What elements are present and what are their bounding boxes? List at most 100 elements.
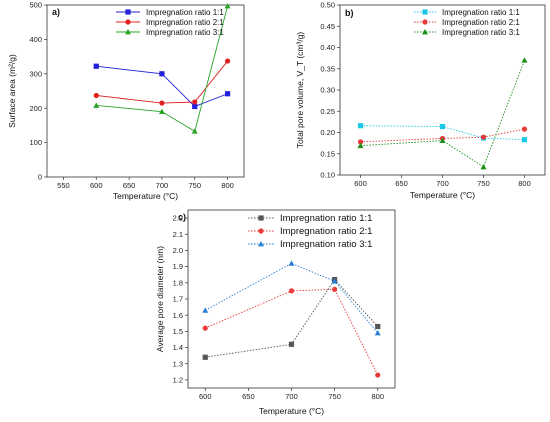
y-tick-label: 0.45: [320, 22, 335, 31]
y-tick-label: 0.25: [320, 107, 335, 116]
y-tick-label: 2.0: [173, 246, 183, 255]
y-tick-label: 400: [29, 35, 42, 44]
legend-label: Impregnation ratio 1:1: [146, 8, 224, 17]
y-tick-label: 1.9: [173, 262, 183, 271]
y-tick-label: 1.5: [173, 327, 183, 336]
chart-panel-2: 600 650 700 750 800 0.10 0.15 0.20 0.25 0.30 0.35 0…: [295, 1, 546, 200]
x-tick-label: 700: [285, 392, 298, 401]
data-point: [332, 286, 338, 292]
legend-label: Impregnation ratio 3:1: [442, 28, 520, 37]
legend-marker: [422, 9, 428, 15]
data-point: [93, 102, 100, 108]
data-point: [480, 163, 487, 170]
data-point: [192, 99, 198, 105]
legend-marker: [125, 19, 131, 25]
data-point: [331, 278, 338, 284]
x-tick-label: 700: [436, 179, 449, 188]
x-tick-label: 650: [395, 179, 408, 188]
data-point: [439, 123, 446, 130]
data-point: [93, 63, 99, 69]
data-point: [192, 103, 198, 110]
y-tick-label: 100: [29, 138, 42, 147]
data-point: [521, 126, 528, 132]
data-point: [224, 91, 231, 97]
x-axis-label: Temperature (°C): [113, 191, 178, 201]
series-3: [202, 260, 381, 336]
y-tick-label: 0.35: [320, 64, 335, 73]
y-tick-label: 0: [38, 173, 42, 182]
data-point: [374, 329, 381, 336]
x-tick-label: 600: [90, 181, 103, 190]
panel-label: c): [178, 212, 186, 222]
data-point: [159, 71, 165, 77]
legend-label: Impregnation ratio 3:1: [146, 28, 224, 37]
x-tick-label: 550: [57, 181, 70, 190]
series-2: [202, 286, 381, 378]
series-line: [205, 262, 379, 334]
legend-label: Impregnation ratio 2:1: [442, 18, 520, 27]
legend-label: Impregnation ratio 2:1: [146, 18, 224, 27]
plot-frame: [46, 4, 245, 178]
data-point: [288, 288, 295, 294]
y-tick-label: 0.15: [320, 149, 335, 158]
data-point: [159, 100, 165, 106]
data-point: [288, 341, 295, 347]
data-point: [521, 137, 528, 143]
y-axis-label: Surface area (m²/g): [7, 54, 17, 128]
data-point: [521, 57, 528, 63]
series-3: [357, 57, 528, 170]
legend-marker: [125, 9, 131, 15]
data-point: [202, 325, 208, 331]
legend-marker: [258, 215, 264, 221]
y-tick-label: 1.7: [173, 295, 183, 304]
y-tick-label: 200: [29, 104, 42, 113]
panel-label: a): [52, 7, 60, 17]
data-point: [191, 128, 198, 134]
y-tick-label: 300: [29, 69, 42, 78]
series-3: [93, 3, 231, 134]
data-point: [224, 58, 231, 64]
y-tick-label: 1.3: [173, 359, 183, 368]
y-tick-label: 0.40: [320, 43, 335, 52]
y-tick-label: 0.10: [320, 171, 335, 180]
data-point: [480, 134, 487, 140]
legend-marker: [422, 19, 428, 25]
data-point: [375, 323, 381, 330]
y-tick-label: 0.30: [320, 86, 335, 95]
series-line: [205, 278, 379, 358]
legend-label: Impregnation ratio 2:1: [280, 226, 372, 237]
legend-marker: [258, 228, 264, 234]
data-point: [158, 108, 165, 115]
data-point: [357, 139, 364, 145]
legend-marker: [258, 241, 264, 247]
panel-label: b): [345, 8, 354, 18]
data-point: [357, 142, 364, 149]
x-tick-label: 600: [354, 179, 367, 188]
y-tick-label: 0.50: [320, 1, 335, 10]
series-line: [96, 65, 228, 108]
y-tick-label: 2.1: [173, 230, 183, 239]
series-2: [93, 58, 231, 106]
y-tick-label: 1.2: [173, 376, 183, 385]
chart-panel-1: 550 600 650 700 750 800 0 100 200 300 400 500 Temper…: [7, 1, 245, 201]
legend-marker: [125, 29, 131, 35]
data-point: [202, 354, 208, 360]
x-tick-label: 750: [188, 181, 201, 190]
series-line: [96, 60, 228, 104]
legend-label: Impregnation ratio 1:1: [442, 8, 520, 17]
legend-label: Impregnation ratio 1:1: [280, 213, 372, 224]
x-tick-label: 750: [477, 179, 490, 188]
x-tick-label: 800: [371, 392, 384, 401]
data-point: [357, 123, 364, 129]
y-tick-label: 500: [29, 1, 42, 10]
data-point: [439, 137, 446, 143]
x-tick-label: 750: [328, 392, 341, 401]
x-tick-label: 800: [221, 181, 234, 190]
x-tick-label: 600: [199, 392, 212, 401]
legend-label: Impregnation ratio 3:1: [280, 239, 372, 250]
x-axis-label: Temperature (°C): [410, 190, 475, 200]
series-line: [360, 125, 525, 141]
